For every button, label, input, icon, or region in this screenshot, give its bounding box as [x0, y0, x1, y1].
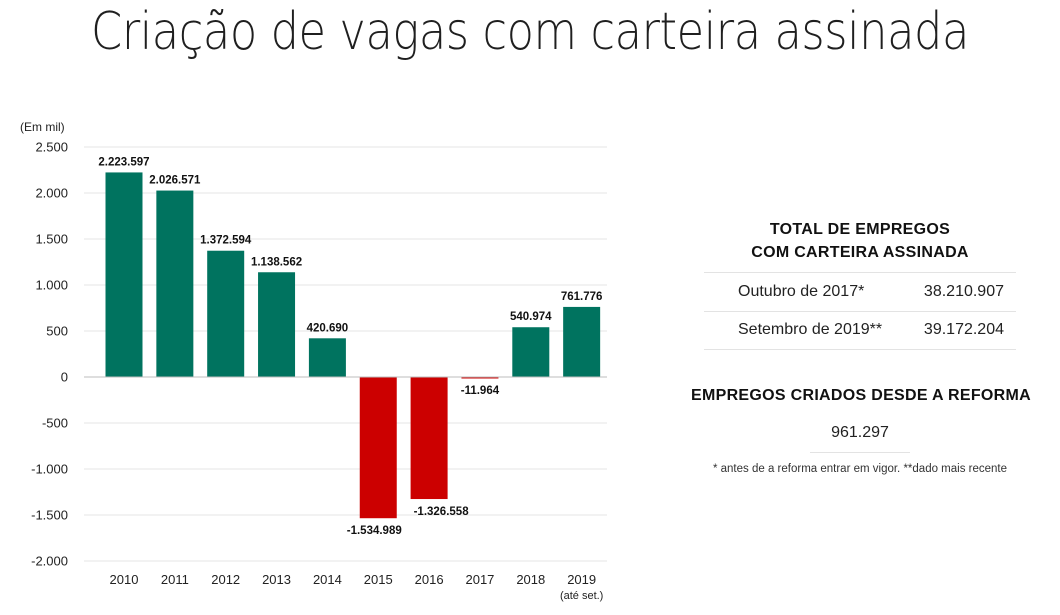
data-label: 2.223.597 [98, 156, 149, 168]
x-tick-label: 2012 [211, 572, 240, 587]
x-tick-label: 2017 [465, 572, 494, 587]
bar [156, 190, 194, 377]
data-label: 2.026.571 [149, 175, 201, 187]
summary-row-value: 38.210.907 [923, 283, 1004, 300]
y-tick-label: 2.000 [35, 186, 68, 201]
bar [105, 172, 143, 377]
y-tick-label: -500 [42, 416, 68, 431]
page-title: Criação de vagas com carteira assinada [91, 2, 969, 62]
total-employment-heading: TOTAL DE EMPREGOS COM CARTEIRA ASSINADA [700, 218, 1020, 264]
x-tick-label: 2013 [262, 572, 291, 587]
bar [258, 272, 296, 377]
x-tick-label: 2010 [110, 572, 139, 587]
data-label: -1.326.558 [414, 506, 470, 518]
bar [410, 377, 448, 500]
summary-row-oct-2017: Outubro de 2017* 38.210.907 [704, 272, 1016, 312]
x-tick-label: 2015 [364, 572, 393, 587]
data-label: 540.974 [510, 311, 552, 323]
jobs-created-heading: EMPREGOS CRIADOS DESDE A REFORMA [691, 387, 1031, 404]
y-axis-unit-label: (Em mil) [20, 120, 65, 134]
data-label: 761.776 [561, 291, 603, 303]
y-tick-label: 1.500 [35, 232, 68, 247]
data-label: -11.964 [461, 385, 500, 397]
x-tick-label: 2018 [516, 572, 545, 587]
bar [461, 377, 499, 379]
total-heading-line1: TOTAL DE EMPREGOS [769, 221, 951, 238]
summary-row-label: Outubro de 2017* [738, 283, 865, 300]
x-tick-label: 2016 [415, 572, 444, 587]
y-tick-label: -1.500 [31, 508, 68, 523]
y-tick-label: 500 [46, 324, 68, 339]
x-tick-label: 2019 [567, 572, 596, 587]
x-tick-sublabel: (até set.) [560, 590, 603, 602]
data-label: -1.534.989 [347, 525, 402, 537]
total-heading-line2: COM CARTEIRA ASSINADA [751, 244, 969, 261]
y-tick-label: -1.000 [31, 462, 68, 477]
bar-chart: (Em mil) 2.500 2.000 1.500 1.000 500 0 -500 -1.0… [20, 120, 607, 602]
y-tick-label: -2.000 [31, 554, 68, 569]
summary-row-label: Setembro de 2019** [738, 321, 883, 338]
bar [207, 250, 245, 377]
jobs-created-value: 961.297 [810, 420, 910, 453]
y-tick-label: 0 [61, 370, 68, 385]
bar [308, 338, 346, 377]
bar [512, 327, 550, 377]
summary-row-sep-2019: Setembro de 2019** 39.172.204 [704, 311, 1016, 350]
x-tick-label: 2011 [161, 572, 189, 587]
summary-row-value: 39.172.204 [923, 321, 1004, 338]
x-tick-label: 2014 [313, 572, 342, 587]
bar [359, 377, 397, 519]
bar [563, 306, 601, 377]
y-tick-label: 1.000 [35, 278, 68, 293]
data-label: 420.690 [307, 322, 349, 334]
data-label: 1.138.562 [251, 256, 302, 268]
data-label: 1.372.594 [200, 235, 252, 247]
y-tick-label: 2.500 [35, 140, 68, 155]
footnote: * antes de a reforma entrar em vigor. **… [712, 463, 1008, 475]
